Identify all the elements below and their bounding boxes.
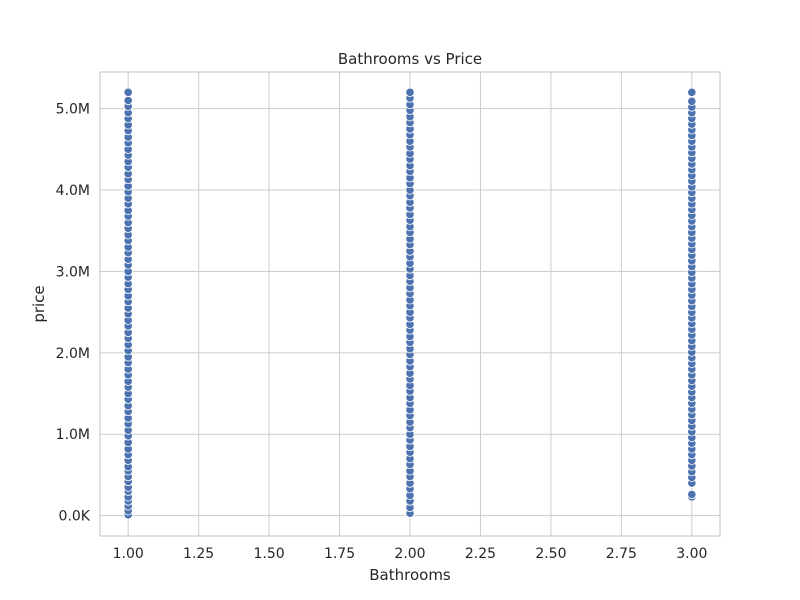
x-tick-label: 2.00 (394, 546, 425, 562)
data-point (405, 87, 415, 97)
plot-frame (99, 71, 721, 537)
y-tick-label: 3.0M (56, 264, 90, 280)
x-tick-label: 3.00 (676, 546, 707, 562)
x-tick-label: 1.50 (254, 546, 285, 562)
y-tick-label: 4.0M (56, 183, 90, 199)
data-point (687, 96, 697, 106)
x-tick-label: 2.25 (465, 546, 496, 562)
x-tick-label: 1.00 (113, 546, 144, 562)
x-axis-title: Bathrooms (369, 566, 451, 584)
data-point (123, 87, 133, 97)
x-tick-label: 1.25 (183, 546, 214, 562)
x-tick-label: 2.75 (606, 546, 637, 562)
x-tick-labels: 1.00 1.25 1.50 1.75 2.00 2.25 2.50 2.75 3.00 (113, 546, 708, 562)
data-point (687, 489, 697, 500)
x-tick-label: 2.50 (535, 546, 566, 562)
data-points (123, 87, 697, 520)
chart-title: Bathrooms vs Price (338, 50, 482, 68)
x-tick-label: 1.75 (324, 546, 355, 562)
y-tick-label: 0.0K (59, 509, 91, 525)
y-tick-labels: 0.0K 1.0M 2.0M 3.0M 4.0M 5.0M (56, 102, 91, 525)
y-axis-title: price (30, 285, 48, 322)
y-tick-label: 1.0M (56, 427, 90, 443)
y-tick-label: 2.0M (56, 346, 90, 362)
data-point (687, 87, 697, 97)
data-point (123, 95, 133, 106)
y-tick-label: 5.0M (56, 102, 90, 118)
